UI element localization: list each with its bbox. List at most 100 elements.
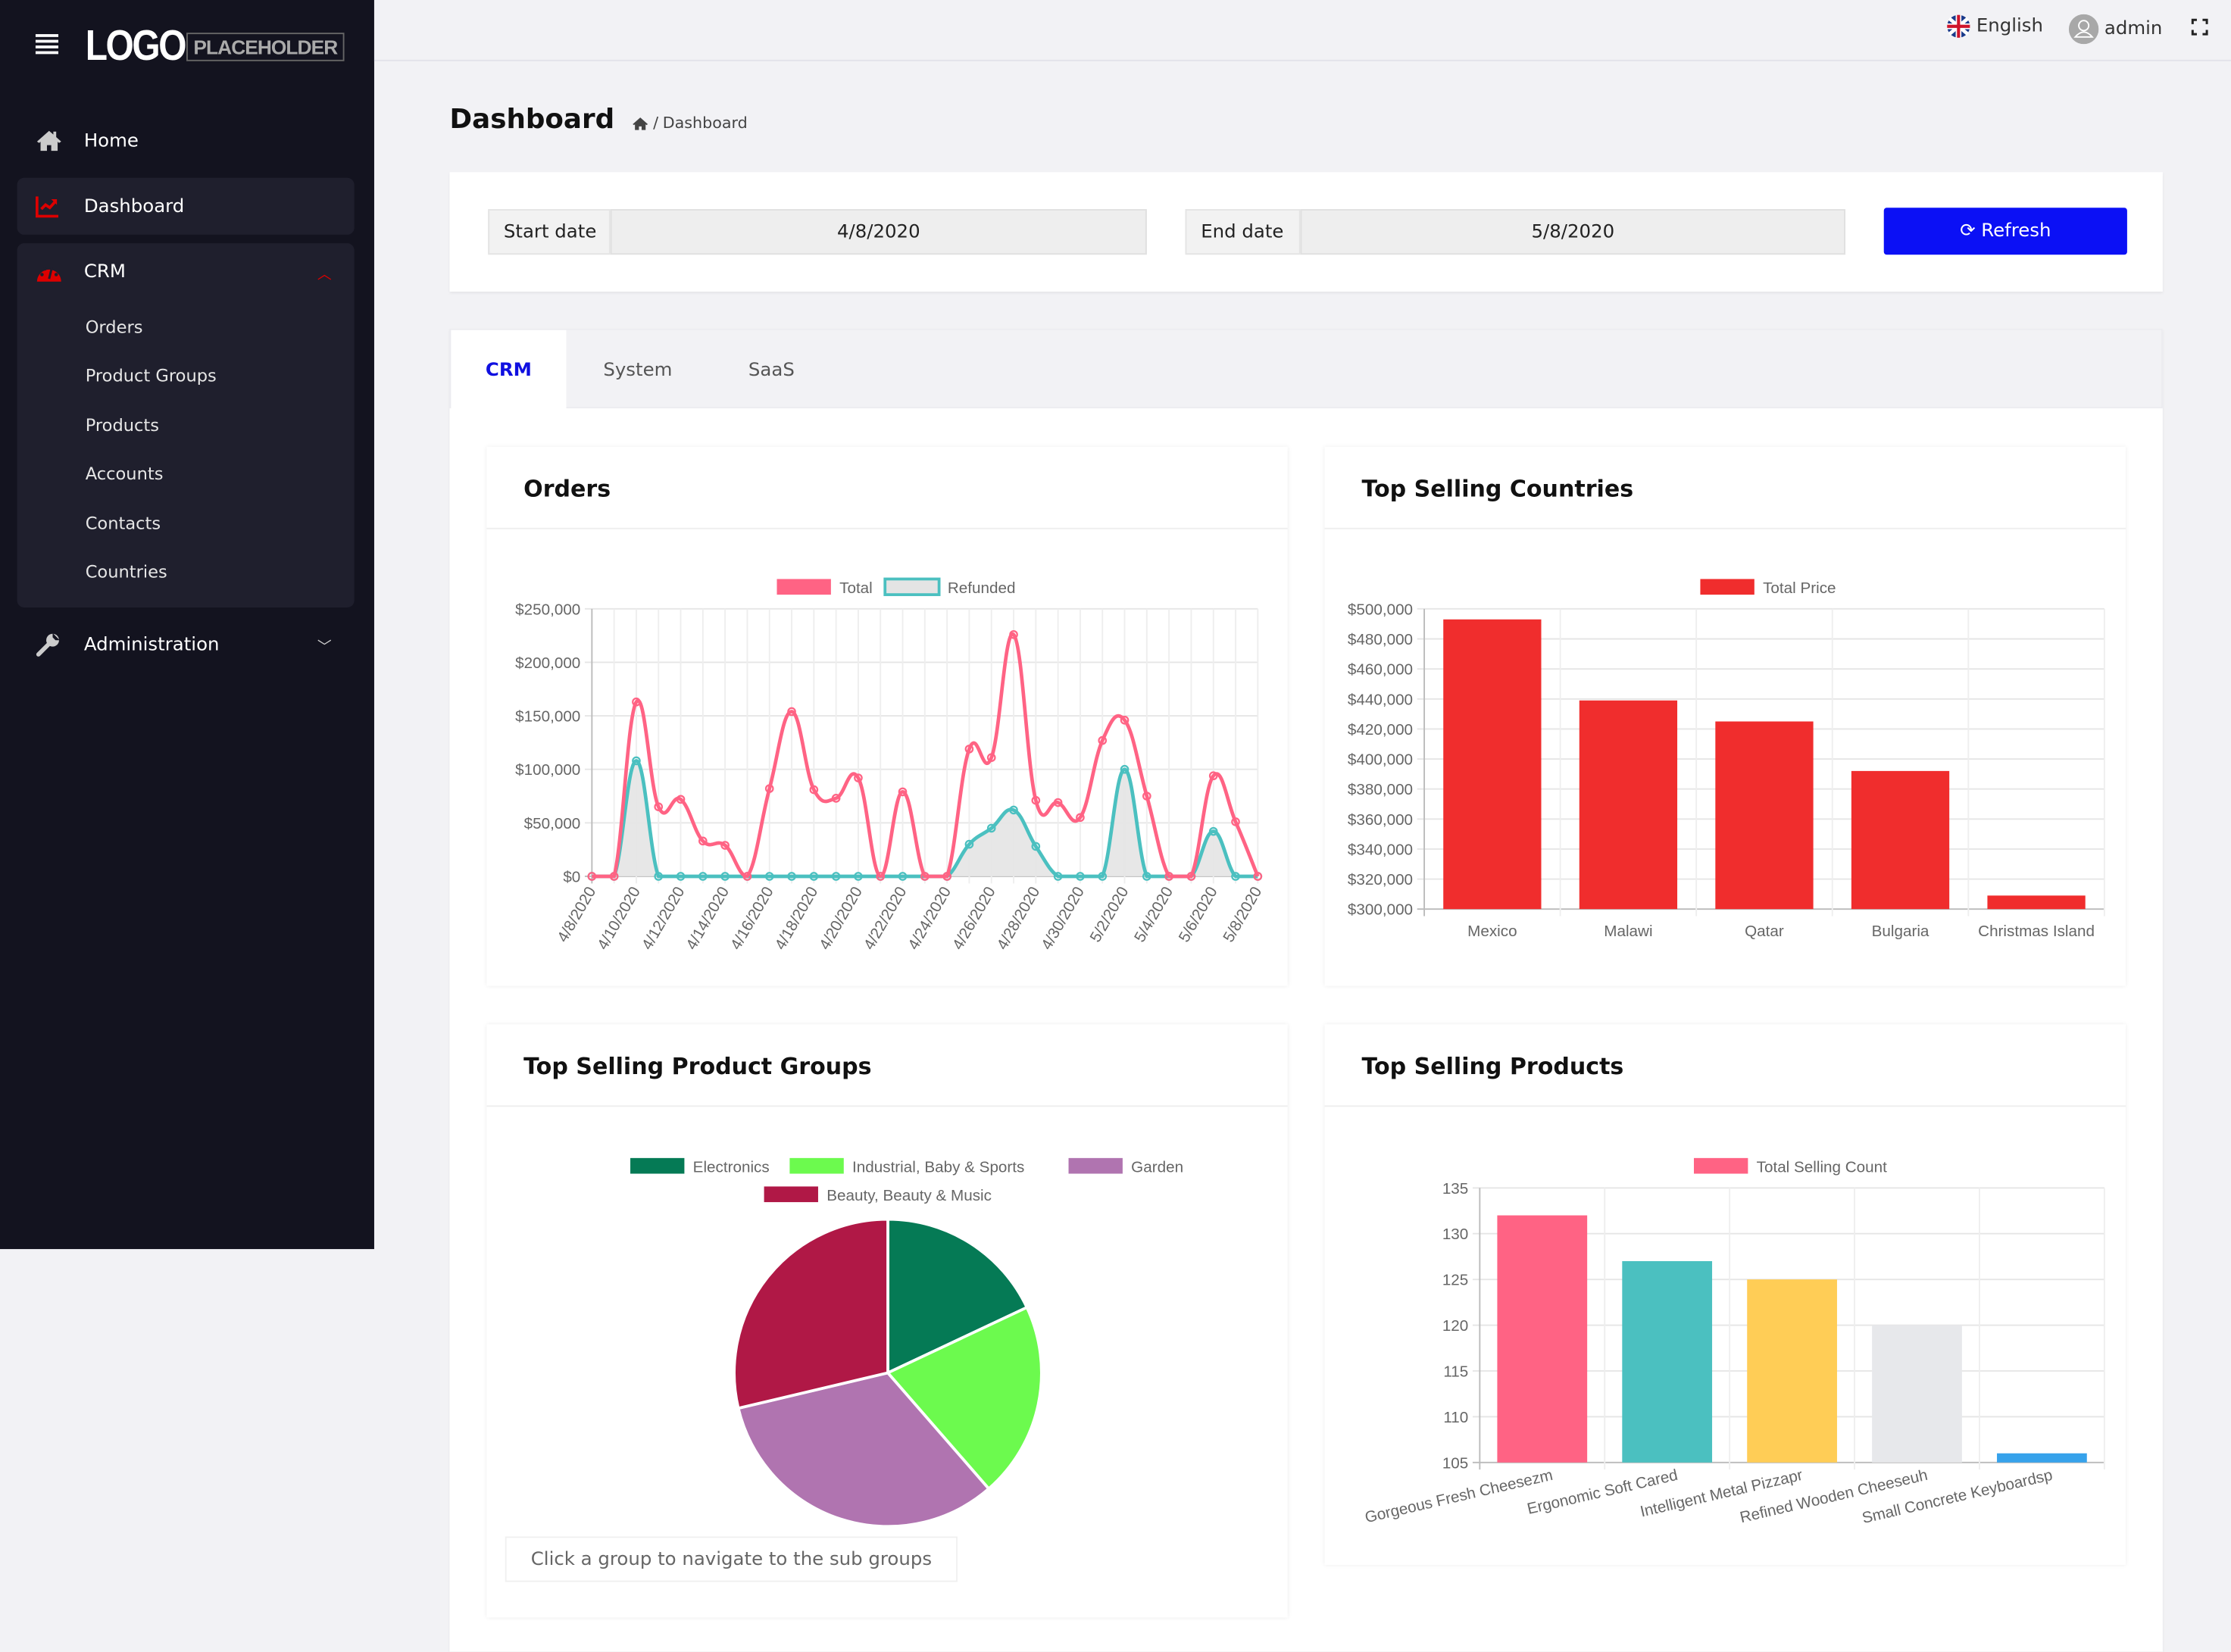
data-point [1009,805,1018,815]
bar-qatar [1715,721,1814,910]
topbar [373,0,2231,61]
y-tick-label: $340,000 [1348,841,1413,858]
x-tick-label: Mexico [1467,923,1517,940]
sidebar-subitem-orders[interactable]: Orders [85,317,143,338]
data-point [1186,872,1196,881]
sidebar-subitem-products[interactable]: Products [85,415,160,436]
sidebar-item-crm[interactable]: CRM ︿ [17,243,355,300]
y-tick-label: 115 [1443,1363,1468,1380]
end-date-label: End date [1185,209,1301,255]
bar-refined-wooden-cheeseuh [1872,1325,1962,1463]
data-point [654,802,664,811]
bar-bulgaria [1851,770,1950,910]
sidebar-item-home[interactable]: Home [17,112,355,169]
bar-intelligent-metal-pizzapr [1747,1279,1837,1463]
bar-small-concrete-keyboardsp [1997,1453,2087,1463]
data-point [742,872,752,881]
sidebar-subitem-accounts[interactable]: Accounts [85,464,164,484]
data-point [898,872,908,881]
data-point [632,697,641,707]
data-point [876,872,886,881]
sidebar-item-label: CRM [83,261,126,283]
tab-system[interactable]: System [603,359,673,381]
home-icon[interactable] [632,116,649,130]
countries-card: Top Selling Countries Total Price $300,00… [1324,446,2126,986]
refresh-icon: ⟳ [1960,220,1976,242]
start-date-input[interactable]: 4/8/2020 [610,209,1147,255]
data-point [787,707,796,717]
x-tick-label: Bulgaria [1872,923,1929,940]
data-point [986,823,996,833]
x-tick-label: 4/28/2020 [993,884,1043,953]
sidebar-item-label: Administration [83,633,220,655]
data-point [831,794,841,803]
legend-label: Beauty, Beauty & Music [826,1187,992,1204]
x-tick-label: 4/10/2020 [594,884,644,953]
data-point [986,753,996,763]
data-point [1053,872,1063,881]
data-point [920,872,930,881]
page-title: Dashboard [449,104,615,136]
data-point [1208,826,1218,836]
y-tick-label: 135 [1442,1180,1468,1198]
data-point [1142,872,1151,881]
data-point [676,795,686,804]
tab-crm[interactable]: CRM [451,329,567,410]
x-tick-label: 4/16/2020 [727,884,777,953]
sidebar-subitem-countries[interactable]: Countries [85,561,167,582]
sidebar-item-dashboard[interactable]: Dashboard [17,177,355,235]
data-point [1253,872,1263,881]
data-point [1208,771,1218,781]
data-point [654,872,664,881]
data-point [1076,813,1085,823]
data-point [1009,629,1018,639]
refresh-button[interactable]: ⟳ Refresh [1883,208,2127,255]
tab-saas[interactable]: SaaS [748,359,795,381]
data-point [964,745,974,754]
card-title: Top Selling Countries [1324,447,2126,529]
x-tick-label: 5/2/2020 [1086,884,1132,945]
data-point [698,872,708,881]
language-selector[interactable]: English [1946,14,2043,39]
fullscreen-icon[interactable] [2191,18,2208,36]
products-card: Top Selling Products Total Selling Count… [1324,1024,2126,1566]
chevron-up-icon: ︿ [317,267,332,283]
legend-swatch [764,1186,818,1203]
x-tick-label: 5/4/2020 [1131,884,1176,945]
data-point [1031,842,1041,851]
data-point [698,836,708,846]
sidebar-subitem-contacts[interactable]: Contacts [85,514,161,534]
card-title: Orders [486,447,1288,529]
user-menu[interactable]: admin [2068,14,2163,45]
data-point [809,872,819,881]
sidebar-item-administration[interactable]: Administration ﹀ [17,616,355,673]
data-point [942,872,951,881]
data-point [764,784,774,793]
y-tick-label: $400,000 [1348,751,1413,769]
breadcrumb-current: Dashboard [662,114,748,133]
data-point [787,872,796,881]
y-tick-label: $420,000 [1348,721,1413,739]
y-tick-label: $500,000 [1348,601,1413,618]
user-name: admin [2104,18,2163,40]
data-point [1120,764,1130,774]
avatar [2068,14,2099,45]
data-point [1142,792,1151,801]
chevron-down-icon: ﹀ [317,639,332,655]
sidebar-subitem-product-groups[interactable]: Product Groups [85,365,217,386]
y-tick-label: $100,000 [515,761,580,779]
x-tick-label: 4/14/2020 [683,884,733,953]
legend-label: Total Price [1763,579,1836,597]
pie-slice-electronics [886,1217,1030,1376]
product-groups-chart: Electronics Industrial, Baby & Sports Gard… [630,1157,1183,1529]
data-point [1031,795,1041,805]
y-tick-label: $360,000 [1348,811,1413,829]
end-date-input[interactable]: 5/8/2020 [1300,209,1846,255]
hamburger-menu-icon[interactable] [35,34,59,55]
x-tick-label: 5/8/2020 [1220,884,1265,945]
x-tick-label: 4/22/2020 [861,884,911,953]
data-point [1076,872,1085,881]
data-point [1098,735,1108,745]
logo[interactable]: LOGO PLACEHOLDER [86,23,345,71]
y-tick-label: $300,000 [1348,901,1413,919]
